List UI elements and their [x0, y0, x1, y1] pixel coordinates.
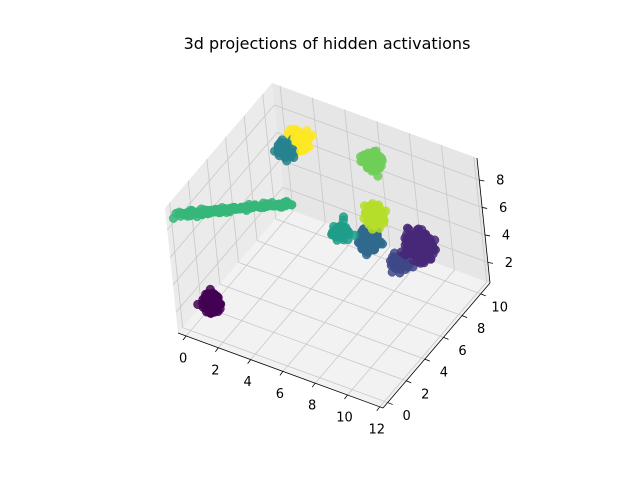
data-point-cluster-5 [343, 235, 353, 245]
grid-line-z-back [274, 104, 480, 181]
z-tick-label: 8 [496, 174, 504, 189]
x-tick-label: 8 [308, 399, 316, 414]
data-point-cluster-5 [349, 230, 359, 240]
x-tick-mark [247, 359, 251, 364]
data-point-cluster-8 [369, 221, 380, 231]
grid-line-x-floor [314, 257, 423, 384]
x-tick-label: 6 [276, 387, 284, 402]
x-tick-label: 0 [179, 352, 187, 367]
data-point-cluster-6 [235, 204, 245, 214]
data-point-cluster-6 [225, 206, 235, 216]
data-point-cluster-3 [363, 247, 373, 258]
z-tick-label: 6 [499, 201, 507, 216]
data-point-cluster-1 [402, 223, 413, 233]
data-point-cluster-1 [417, 243, 427, 253]
data-point-cluster-1 [401, 244, 411, 254]
grid-line-z-back [279, 159, 486, 236]
data-point-cluster-3 [377, 239, 388, 249]
data-point-cluster-7 [370, 166, 381, 176]
z-tick-label: 4 [502, 228, 510, 243]
x-tick-label: 10 [336, 411, 353, 426]
x-tick-mark [311, 382, 316, 388]
y-tick-mark [461, 315, 468, 318]
x-tick-mark [215, 347, 219, 353]
y-tick-mark [424, 358, 431, 362]
y-tick-label: 6 [458, 344, 466, 359]
z-tick-mark [482, 207, 488, 209]
data-point-cluster-7 [361, 154, 371, 164]
data-point-cluster-6 [246, 202, 257, 212]
data-point-cluster-4 [278, 149, 288, 159]
data-point-cluster-0 [201, 303, 211, 313]
y-tick-label: 10 [491, 300, 508, 315]
y-axis-line [382, 282, 491, 409]
y-tick-label: 4 [440, 366, 448, 381]
y-tick-mark [480, 293, 486, 297]
grid-line-x-floor [379, 281, 488, 408]
grid-line-x-floor [218, 222, 326, 349]
data-point-cluster-2 [400, 261, 410, 271]
data-point-cluster-3 [358, 227, 368, 237]
data-point-cluster-2 [390, 263, 400, 273]
y-tick-label: 8 [477, 322, 485, 337]
back-pane [272, 83, 490, 283]
y-tick-mark [443, 336, 449, 340]
grid-line-y-floor [238, 261, 444, 338]
x-tick-label: 12 [369, 422, 386, 437]
data-point-cluster-6 [192, 212, 202, 222]
data-point-cluster-9 [296, 146, 306, 156]
data-point-cluster-1 [416, 258, 426, 268]
grid-line-x-floor [250, 234, 358, 360]
data-point-cluster-6 [255, 203, 265, 213]
data-point-cluster-0 [215, 304, 225, 314]
grid-line-x-floor [347, 269, 455, 396]
grid-line-x-floor [282, 246, 391, 372]
y-tick-label: 0 [403, 409, 411, 424]
grid-line-y-floor [182, 327, 388, 403]
x-tick-mark [344, 394, 348, 400]
z-tick-mark [487, 262, 493, 264]
y-tick-label: 2 [421, 387, 429, 402]
x-tick-label: 2 [211, 363, 219, 378]
data-point-cluster-6 [281, 201, 291, 211]
grid-line-y-floor [275, 218, 481, 295]
x-tick-mark [182, 335, 187, 341]
data-points [168, 124, 440, 318]
grid-line-y-floor [256, 240, 463, 316]
z-axis-line [476, 157, 491, 284]
data-point-cluster-6 [270, 201, 280, 211]
chart-title: 3d projections of hidden activations [184, 34, 471, 53]
axes-lines [177, 157, 493, 412]
grid-line-z-left [172, 159, 281, 286]
grid-line-y-floor [201, 305, 407, 382]
y-tick-mark [406, 380, 412, 384]
data-point-cluster-6 [214, 208, 224, 218]
x-tick-mark [376, 406, 381, 412]
x-tick-label: 4 [243, 375, 251, 390]
x-tick-mark [279, 371, 284, 376]
grid-line-y-floor [219, 283, 426, 360]
z-tick-mark [484, 234, 491, 237]
z-tick-label: 2 [505, 256, 513, 271]
data-point-cluster-5 [338, 228, 348, 238]
z-tick-mark [479, 179, 485, 182]
data-point-cluster-6 [176, 211, 186, 221]
x-axis-line [177, 332, 384, 409]
grid-line-z-left [169, 132, 278, 258]
y-tick-mark [387, 402, 393, 405]
